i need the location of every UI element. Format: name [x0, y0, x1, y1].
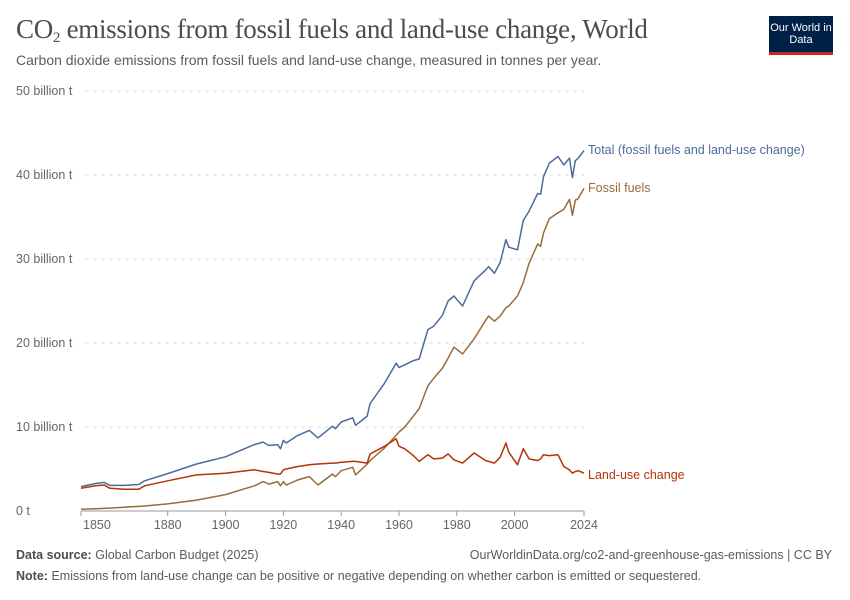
title-rest: emissions from fossil fuels and land-use…	[60, 14, 648, 44]
x-tick-label: 2000	[501, 518, 529, 532]
x-tick-label: 1880	[154, 518, 182, 532]
source-value[interactable]: Global Carbon Budget (2025)	[95, 548, 259, 562]
x-tick-label: 1850	[83, 518, 111, 532]
y-tick-label: 20 billion t	[16, 336, 73, 350]
chart-subtitle: Carbon dioxide emissions from fossil fue…	[16, 52, 602, 68]
series-line-1	[80, 188, 585, 511]
x-tick-label: 1960	[385, 518, 413, 532]
note-label: Note:	[16, 569, 48, 583]
x-tick-label: 1940	[327, 518, 355, 532]
y-tick-label: 50 billion t	[16, 84, 73, 98]
x-tick-label: 1920	[269, 518, 297, 532]
x-tick-label: 2024	[570, 518, 598, 532]
y-tick-label: 30 billion t	[16, 252, 73, 266]
y-tick-label: 0 t	[16, 504, 30, 518]
data-source: Data source: Global Carbon Budget (2025)	[16, 548, 259, 562]
series-line-0	[80, 150, 585, 488]
y-tick-label: 40 billion t	[16, 168, 73, 182]
chart-note: Note: Emissions from land-use change can…	[16, 569, 701, 583]
series-line-2	[80, 438, 585, 490]
chart-title: CO2 emissions from fossil fuels and land…	[16, 14, 648, 47]
source-url[interactable]: OurWorldinData.org/co2-and-greenhouse-ga…	[469, 548, 832, 562]
owid-logo[interactable]: Our World in Data	[769, 16, 833, 55]
title-subscript: 2	[52, 30, 61, 46]
logo-text: Our World in Data	[770, 22, 832, 46]
series-label-1: Fossil fuels	[588, 181, 651, 195]
x-tick-label: 1900	[212, 518, 240, 532]
series-label-0: Total (fossil fuels and land-use change)	[588, 143, 805, 157]
series-label-2: Land-use change	[588, 468, 685, 482]
title-prefix: CO	[16, 14, 53, 44]
x-tick-label: 1980	[443, 518, 471, 532]
source-label: Data source:	[16, 548, 92, 562]
note-value: Emissions from land-use change can be po…	[51, 569, 702, 583]
line-chart: 0 t 10 billion t 20 billion t 30 billion t 4…	[16, 84, 805, 532]
y-tick-label: 10 billion t	[16, 420, 73, 434]
